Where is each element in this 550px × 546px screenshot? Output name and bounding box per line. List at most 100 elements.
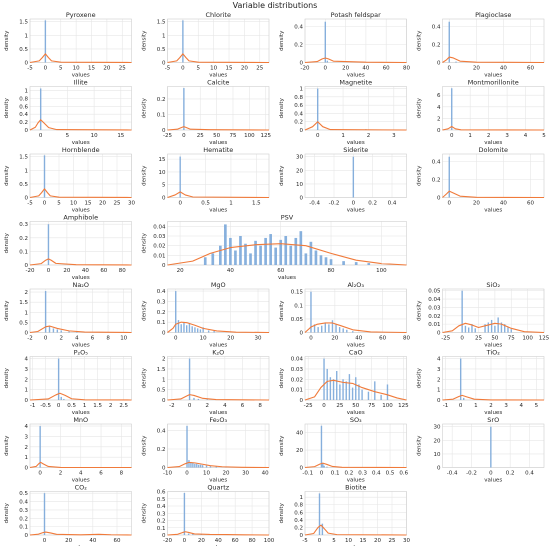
histogram-bar [348, 374, 351, 400]
y-tick-label: 0 [25, 263, 29, 269]
y-tick-label: 0.6 [19, 104, 28, 110]
x-tick-label: 1 [229, 201, 233, 207]
y-tick-label: 0.4 [432, 159, 441, 165]
y-tick-label: 0.02 [291, 377, 303, 383]
histogram-bar [329, 377, 332, 400]
x-tick-label: 4 [75, 336, 79, 342]
histogram-bar [239, 236, 242, 265]
x-tick-label: 0 [448, 66, 452, 72]
y-tick-label: 0.4 [432, 24, 441, 30]
y-tick-label: 0 [162, 466, 166, 472]
x-tick-label: 1.5 [93, 403, 102, 409]
y-axis-label: density [279, 30, 285, 51]
kde-line [442, 125, 545, 131]
histogram-bar [196, 328, 199, 333]
x-axis-label: values [209, 73, 227, 79]
histogram-bar [201, 465, 204, 468]
x-tick-label: -20 [163, 538, 172, 544]
chart-28: -505101520253000.20.40.60.81Biotitevalue… [279, 484, 410, 546]
histogram-bar [192, 462, 194, 468]
histogram-bar [44, 20, 47, 63]
subplot-title: Hematite [203, 146, 233, 154]
histogram-bar [328, 324, 330, 333]
y-tick-label: 0 [437, 331, 441, 337]
y-tick-label: 1 [300, 495, 304, 501]
subplot-title: CaO [349, 349, 363, 357]
histogram-bar [43, 493, 46, 535]
kde-line [167, 53, 270, 64]
histogram-bar [206, 399, 208, 400]
x-tick-label: 6 [241, 403, 245, 409]
y-tick-label: 20 [296, 168, 303, 174]
x-tick-label: 0 [489, 471, 493, 477]
y-tick-label: 0.04 [428, 297, 441, 303]
y-tick-label: 1 [162, 33, 166, 39]
histogram-bar [194, 327, 196, 333]
histogram-bar [336, 371, 338, 400]
histogram-bar [342, 379, 344, 400]
y-tick-label: 0 [25, 533, 29, 539]
subplot-title: Al₂O₃ [347, 281, 364, 289]
x-axis-label: values [484, 410, 502, 416]
y-tick-label: 2 [437, 377, 441, 383]
histogram-bar [321, 523, 324, 535]
y-tick-label: 0.3 [157, 299, 166, 305]
histogram-bar [60, 396, 62, 400]
y-axis-label: density [4, 97, 10, 118]
y-tick-label: 0.4 [294, 518, 303, 524]
plot-frame [442, 18, 545, 63]
subplot-title: Plagioclase [475, 11, 511, 19]
x-tick-label: 0.2 [345, 471, 354, 477]
x-tick-label: 0.5 [386, 471, 395, 477]
y-tick-label: 30 [434, 425, 441, 431]
chart-18: -1 -0.5 0 0.5 1 1.5 2 2.5 0 1 2 3 4 P₂O₅ values density [4, 349, 132, 416]
y-tick-label: 0 [300, 61, 304, 67]
x-tick-label: 100 [264, 538, 275, 544]
y-tick-label: 40 [296, 431, 303, 437]
x-tick-label: 100 [244, 133, 255, 139]
x-tick-label: 0 [44, 66, 48, 72]
y-tick-label: 0 [437, 466, 441, 472]
x-tick-label: 20 [227, 336, 234, 342]
y-tick-label: 0.2 [432, 42, 441, 48]
x-tick-label: 2 [59, 471, 63, 477]
x-tick-label: -5 [27, 201, 33, 207]
x-tick-label: 0.1 [331, 471, 340, 477]
kde-line [167, 321, 270, 334]
y-tick-label: 10 [159, 170, 166, 176]
subplot-title: Siderite [343, 146, 368, 154]
subplot-title: MgO [211, 281, 226, 289]
kde-line [167, 461, 270, 469]
y-axis-label: density [279, 435, 285, 456]
histogram-bar [461, 290, 463, 333]
plot-frame [304, 491, 407, 536]
y-tick-label: 0.1 [19, 249, 28, 255]
plot-frame [442, 288, 545, 333]
x-tick-label: -5 [27, 66, 33, 72]
y-tick-label: 0.6 [157, 490, 166, 496]
x-tick-label: 80 [119, 268, 126, 274]
histogram-bar [211, 253, 215, 265]
histogram-bar [467, 327, 470, 333]
x-tick-label: 75 [229, 133, 236, 139]
x-axis-label: values [278, 275, 296, 281]
y-tick-label: 0.02 [428, 314, 440, 320]
y-axis-label: density [142, 30, 148, 51]
x-tick-label: 0 [352, 201, 356, 207]
y-axis-label: density [417, 300, 423, 321]
x-tick-label: -0.4 [309, 201, 320, 207]
x-axis-label: values [347, 343, 365, 349]
y-tick-label: 0 [437, 128, 441, 134]
x-tick-label: 15 [85, 201, 92, 207]
histogram-bar [342, 328, 344, 333]
x-tick-label: 10 [73, 66, 80, 72]
subplot-title: Illite [74, 79, 88, 87]
x-tick-label: 20 [99, 201, 106, 207]
histogram-bar [179, 156, 181, 198]
y-axis-label: density [142, 232, 148, 253]
plot-frame [304, 18, 407, 63]
x-tick-label: 3 [505, 133, 509, 139]
x-tick-label: 0 [174, 336, 178, 342]
x-axis-label: values [209, 478, 227, 484]
